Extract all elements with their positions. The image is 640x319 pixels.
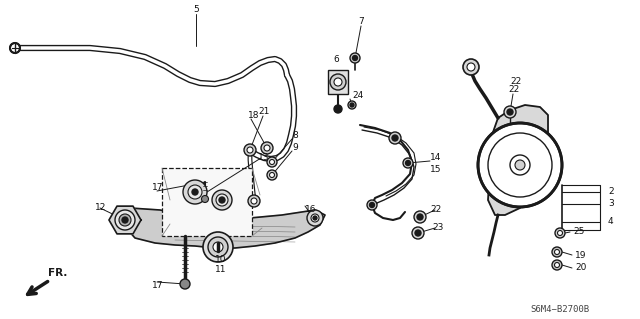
Circle shape [313,216,317,220]
Text: 16: 16 [305,205,317,214]
Circle shape [244,144,256,156]
Circle shape [188,185,202,199]
Polygon shape [488,105,548,215]
Circle shape [183,180,207,204]
Circle shape [213,242,223,252]
Text: 20: 20 [575,263,586,272]
Text: 9: 9 [292,144,298,152]
Circle shape [264,145,270,151]
Text: 17: 17 [152,183,163,192]
Text: 14: 14 [430,153,442,162]
Circle shape [507,109,513,115]
Text: 24: 24 [352,91,364,100]
Text: 22: 22 [510,78,521,86]
Circle shape [261,142,273,154]
Circle shape [478,123,562,207]
Circle shape [334,78,342,86]
Circle shape [334,105,342,113]
Bar [162,168,252,236]
Polygon shape [109,206,141,234]
Circle shape [417,214,423,220]
Circle shape [180,279,190,289]
Circle shape [311,214,319,222]
Circle shape [216,194,228,206]
Circle shape [202,196,209,203]
Circle shape [467,63,475,71]
Circle shape [367,200,377,210]
Circle shape [415,230,421,236]
Circle shape [115,210,135,230]
Circle shape [269,160,275,165]
Circle shape [463,59,479,75]
Text: 6: 6 [333,56,339,64]
Text: 10: 10 [215,256,227,264]
Circle shape [555,228,565,238]
Text: 5: 5 [193,5,199,14]
Circle shape [267,157,277,167]
Circle shape [192,189,198,195]
Text: S6M4−B2700B: S6M4−B2700B [530,306,589,315]
Circle shape [554,263,559,268]
Circle shape [267,170,277,180]
Circle shape [414,211,426,223]
Circle shape [203,232,233,262]
Circle shape [122,217,128,223]
Circle shape [251,198,257,204]
Circle shape [247,147,253,153]
Circle shape [208,237,228,257]
Text: 22: 22 [508,85,519,94]
Circle shape [392,135,398,141]
Text: 12: 12 [95,204,106,212]
Text: 13: 13 [258,153,269,162]
Text: 18: 18 [248,110,259,120]
Circle shape [504,106,516,118]
Circle shape [389,132,401,144]
Circle shape [248,195,260,207]
Text: 2: 2 [608,188,614,197]
Circle shape [353,56,358,61]
Text: 17: 17 [152,280,163,290]
Text: 11: 11 [215,265,227,275]
Circle shape [403,158,413,168]
Circle shape [554,249,559,255]
Polygon shape [120,207,325,248]
Circle shape [330,74,346,90]
Circle shape [212,190,232,210]
Circle shape [350,53,360,63]
Text: 25: 25 [573,227,584,236]
Circle shape [552,247,562,257]
Text: 23: 23 [432,224,444,233]
Circle shape [348,101,356,109]
Text: 21: 21 [258,108,269,116]
Text: 22: 22 [430,205,441,214]
Circle shape [350,103,354,107]
Text: 15: 15 [430,166,442,174]
Circle shape [219,197,225,203]
Circle shape [10,43,20,53]
Bar [328,70,348,94]
Circle shape [406,160,410,166]
Circle shape [515,160,525,170]
Circle shape [307,210,323,226]
Circle shape [552,260,562,270]
Text: 19: 19 [575,250,586,259]
Circle shape [119,214,131,226]
Circle shape [557,231,563,235]
Circle shape [369,203,374,207]
Circle shape [412,227,424,239]
Text: FR.: FR. [48,268,67,278]
Text: 4: 4 [608,218,614,226]
Text: 8: 8 [292,131,298,140]
Text: 7: 7 [358,18,364,26]
Circle shape [269,173,275,177]
Text: 3: 3 [608,199,614,209]
